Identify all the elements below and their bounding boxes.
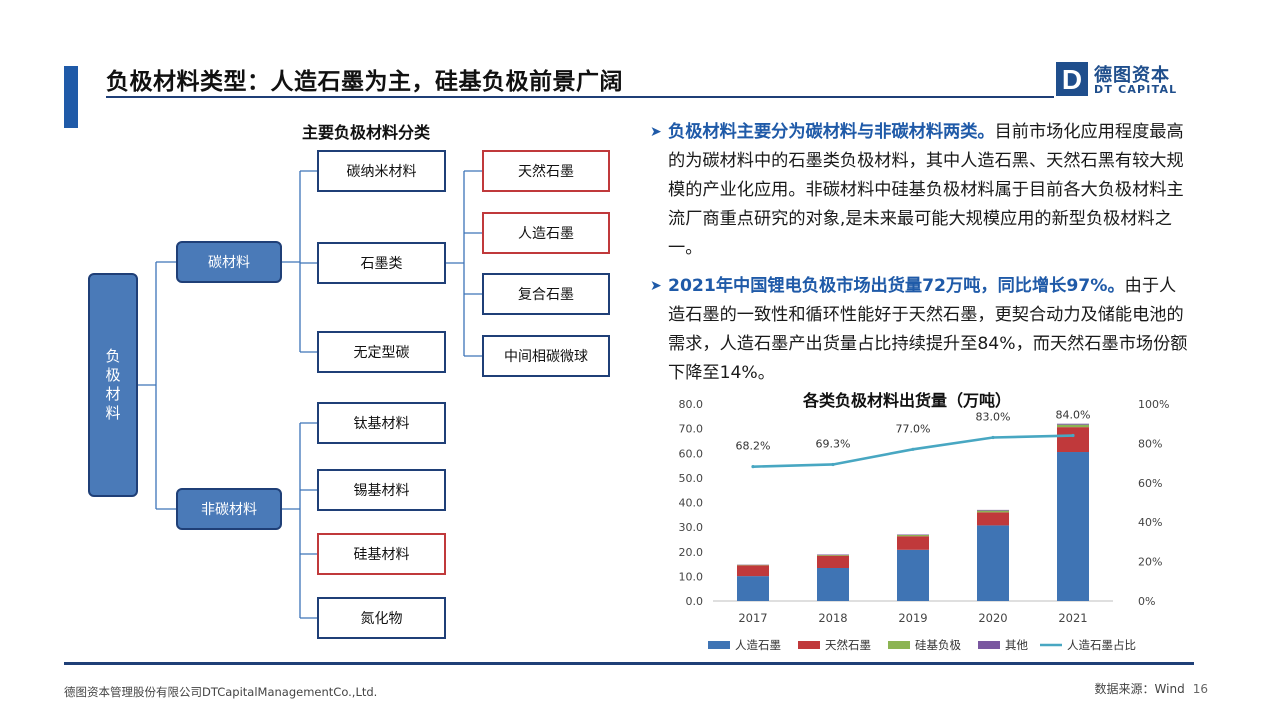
share-data-label: 84.0% <box>1056 409 1091 422</box>
tree-node-amorphous-carbon: 无定型碳 <box>317 331 446 373</box>
y-left-tick-label: 60.0 <box>679 447 704 460</box>
bar-segment <box>737 565 769 577</box>
tree-node-silicon: 硅基材料 <box>317 533 446 575</box>
shipment-chart: 各类负极材料出货量（万吨） 0.0 10.0 20.0 30.0 40.0 50.0 60.… <box>679 391 1170 652</box>
bar-segment <box>1057 452 1089 601</box>
y-left-tick-label: 80.0 <box>679 398 704 411</box>
tree-node-composite-graphite: 复合石墨 <box>482 273 610 315</box>
root-char: 材 <box>105 385 121 403</box>
y-left-tick-label: 40.0 <box>679 497 704 510</box>
dt-logo-icon: D <box>1056 62 1088 96</box>
share-data-label: 68.2% <box>736 440 771 453</box>
share-line <box>752 434 1074 468</box>
legend-swatch <box>708 641 730 649</box>
share-data-label: 77.0% <box>896 422 931 435</box>
footer-source: 数据来源：Wind 16 <box>1095 680 1208 697</box>
share-data-label: 83.0% <box>976 410 1011 423</box>
root-char: 极 <box>105 366 121 384</box>
root-char: 负 <box>105 347 121 365</box>
paragraph-1: ➤ 负极材料主要分为碳材料与非碳材料两类。目前市场化应用程度最高的为碳材料中的石… <box>650 118 1190 263</box>
x-tick-label: 2020 <box>978 611 1007 625</box>
y-left-tick-label: 50.0 <box>679 472 704 485</box>
logo-english-name: DT CAPITAL <box>1094 83 1178 96</box>
share-point <box>831 462 835 467</box>
tree-node-graphite: 石墨类 <box>317 242 446 284</box>
share-point <box>911 447 915 451</box>
legend-label: 其他 <box>1005 638 1028 652</box>
y-right-tick-label: 100% <box>1138 398 1169 411</box>
root-char: 料 <box>105 404 121 422</box>
legend-swatch <box>978 641 1000 649</box>
footer-company: 德图资本管理股份有限公司DTCapitalManagementCo.,Ltd. <box>64 685 378 699</box>
bar-segment <box>1057 424 1089 428</box>
title-accent-bar <box>64 66 78 128</box>
y-right-tick-label: 40% <box>1138 516 1162 529</box>
paragraph-2-body: 由于人造石墨的一致性和循环性能好于天然石墨，更契合动力及储能电池的需求，人造石墨… <box>668 276 1188 383</box>
paragraph-2: ➤ 2021年中国锂电负极市场出货量72万吨，同比增长97%。由于人造石墨的一致… <box>650 272 1190 388</box>
y-left-tick-label: 20.0 <box>679 546 704 559</box>
bar-segment <box>897 536 929 550</box>
tree-node-natural-graphite: 天然石墨 <box>482 150 610 192</box>
share-point <box>991 435 995 440</box>
x-tick-label: 2021 <box>1058 611 1087 625</box>
bar-segment <box>977 512 1009 526</box>
tree-root-anode-materials: 负 极 材 料 <box>88 273 138 497</box>
y-left-tick-label: 30.0 <box>679 521 704 534</box>
share-data-label: 69.3% <box>816 437 851 450</box>
paragraph-1-lead: 负极材料主要分为碳材料与非碳材料两类。 <box>668 122 995 142</box>
legend-swatch <box>888 641 910 649</box>
chevron-right-icon: ➤ <box>650 124 662 140</box>
bar-segment <box>737 576 769 601</box>
legend-label: 人造石墨 <box>735 638 781 652</box>
x-tick-label: 2017 <box>738 611 767 625</box>
bar-segment <box>817 568 849 601</box>
y-left-tick-label: 0.0 <box>686 595 704 608</box>
share-point <box>751 465 755 469</box>
tree-node-mcmb: 中间相碳微球 <box>482 335 610 377</box>
tree-node-carbon-nano: 碳纳米材料 <box>317 150 446 192</box>
bar-segment <box>1057 427 1089 453</box>
x-tick-label: 2018 <box>818 611 847 625</box>
y-left-tick-label: 10.0 <box>679 570 704 583</box>
y-right-tick-label: 0% <box>1138 595 1155 608</box>
page-title: 负极材料类型：人造石墨为主，硅基负极前景广阔 <box>106 69 623 95</box>
y-right-tick-label: 80% <box>1138 437 1162 450</box>
tree-node-tin: 锡基材料 <box>317 469 446 511</box>
footer-divider <box>64 662 1194 665</box>
x-tick-label: 2019 <box>898 611 927 625</box>
bar-segment <box>817 554 849 556</box>
bar-segment <box>977 510 1009 513</box>
y-right-tick-label: 20% <box>1138 556 1162 569</box>
chevron-right-icon: ➤ <box>650 278 662 294</box>
y-left-tick-label: 70.0 <box>679 423 704 436</box>
paragraph-1-body: 目前市场化应用程度最高的为碳材料中的石墨类负极材料，其中人造石黑、天然石黑有较大… <box>668 122 1184 258</box>
title-divider <box>106 96 1054 98</box>
text-panel: ➤ 负极材料主要分为碳材料与非碳材料两类。目前市场化应用程度最高的为碳材料中的石… <box>650 118 1190 397</box>
legend-label: 天然石墨 <box>825 638 871 652</box>
bar-segment <box>1057 423 1089 425</box>
legend-label: 硅基负极 <box>915 638 961 652</box>
paragraph-2-lead: 2021年中国锂电负极市场出货量72万吨，同比增长97%。 <box>668 276 1125 296</box>
bar-segment <box>897 549 929 601</box>
tree-node-carbon: 碳材料 <box>176 241 282 283</box>
page-number: 16 <box>1192 682 1208 696</box>
legend-label: 人造石墨占比 <box>1067 638 1136 652</box>
share-point <box>1071 433 1075 438</box>
tree-node-titanium: 钛基材料 <box>317 402 446 444</box>
bar-segment <box>977 509 1009 511</box>
brand-logo: D 德图资本 DT CAPITAL <box>1056 62 1196 98</box>
bar-segment <box>977 525 1009 601</box>
logo-mark-text: D <box>1062 64 1082 95</box>
tree-title: 主要负极材料分类 <box>302 123 431 142</box>
data-source: 数据来源：Wind <box>1094 682 1185 696</box>
legend-swatch <box>798 641 820 649</box>
tree-node-nitride: 氮化物 <box>317 597 446 639</box>
logo-chinese-name: 德图资本 <box>1094 65 1170 86</box>
bar-segment <box>897 535 929 537</box>
tree-node-artificial-graphite: 人造石墨 <box>482 212 610 254</box>
chart-title: 各类负极材料出货量（万吨） <box>802 391 1011 410</box>
y-right-tick-label: 60% <box>1138 477 1162 490</box>
tree-node-noncarbon: 非碳材料 <box>176 488 282 530</box>
bar-segment <box>817 555 849 569</box>
